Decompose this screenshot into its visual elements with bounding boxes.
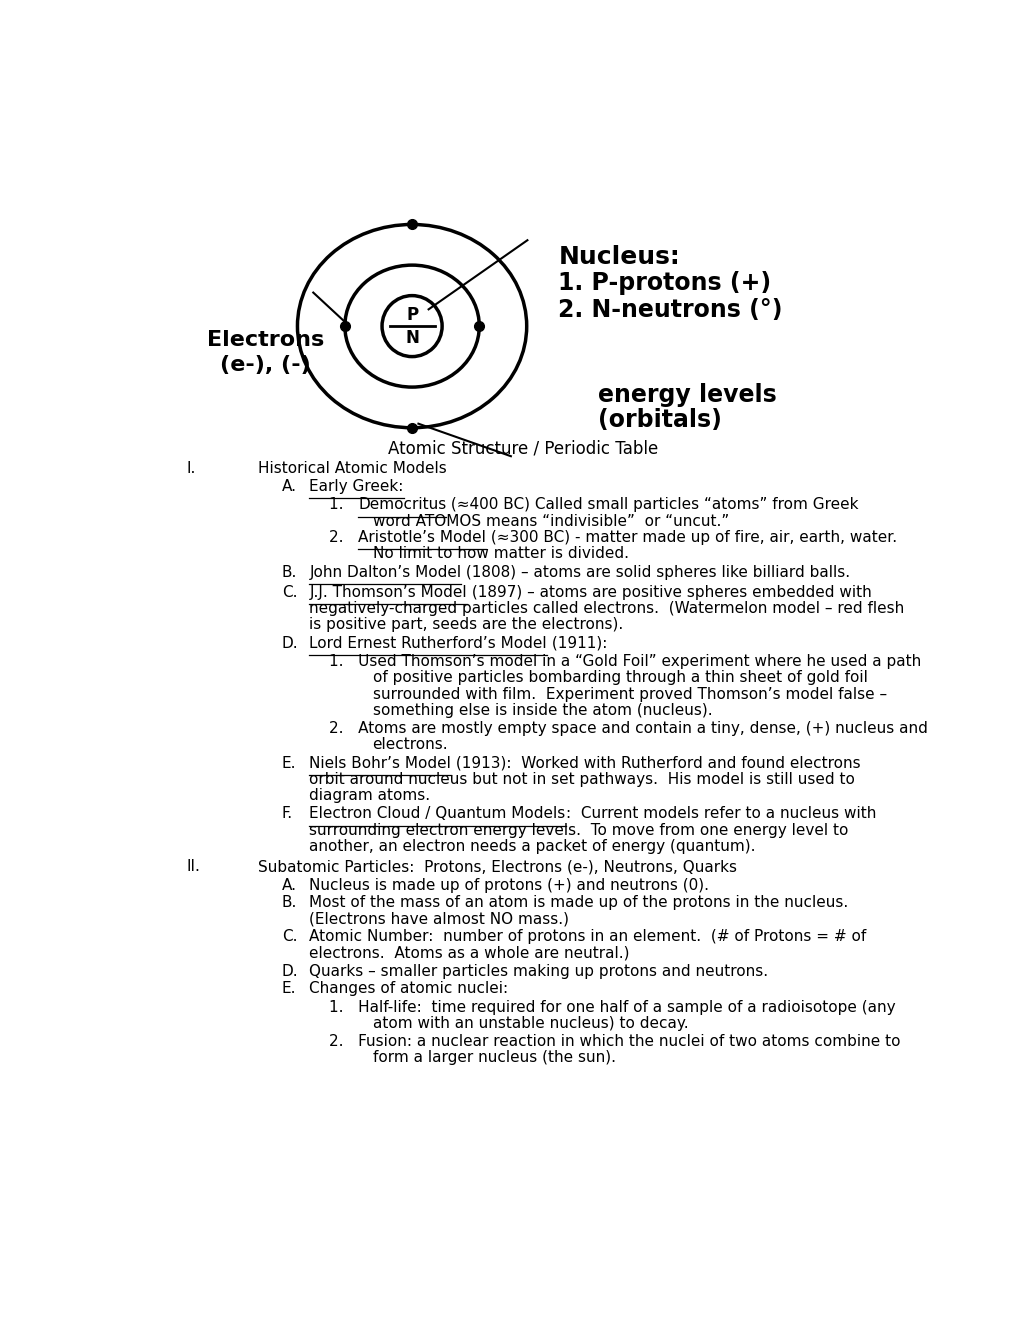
- Text: (Electrons have almost NO mass.): (Electrons have almost NO mass.): [309, 911, 569, 927]
- Text: Lord Ernest Rutherford’s Model: Lord Ernest Rutherford’s Model: [309, 636, 546, 651]
- Text: surrounded with film.  Experiment proved Thomson’s model false –: surrounded with film. Experiment proved …: [372, 686, 886, 701]
- Text: something else is inside the atom (nucleus).: something else is inside the atom (nucle…: [372, 702, 711, 718]
- Text: electrons.: electrons.: [372, 738, 447, 752]
- Text: A.: A.: [281, 878, 297, 892]
- Text: (1808) – atoms are solid spheres like billiard balls.: (1808) – atoms are solid spheres like bi…: [461, 565, 850, 579]
- Text: Quarks – smaller particles making up protons and neutrons.: Quarks – smaller particles making up pro…: [309, 964, 767, 979]
- Text: 2.   Atoms are mostly empty space and contain a tiny, dense, (+) nucleus and: 2. Atoms are mostly empty space and cont…: [329, 721, 927, 737]
- Text: is positive part, seeds are the electrons).: is positive part, seeds are the electron…: [309, 618, 623, 632]
- Text: 1.   Half-life:  time required for one half of a sample of a radioisotope (any: 1. Half-life: time required for one half…: [329, 999, 895, 1015]
- Text: Nucleus:: Nucleus:: [557, 246, 680, 269]
- Text: II.: II.: [186, 859, 201, 874]
- Text: Subatomic Particles:  Protons, Electrons (e-), Neutrons, Quarks: Subatomic Particles: Protons, Electrons …: [258, 859, 736, 874]
- Text: another, an electron needs a packet of energy (quantum).: another, an electron needs a packet of e…: [309, 840, 755, 854]
- Text: 1.   Used Thomson’s model in a “Gold Foil” experiment where he used a path: 1. Used Thomson’s model in a “Gold Foil”…: [329, 653, 920, 669]
- Text: (1897) – atoms are positive spheres embedded with: (1897) – atoms are positive spheres embe…: [467, 585, 871, 599]
- Text: 1. P-protons (+): 1. P-protons (+): [557, 272, 770, 296]
- Text: I.: I.: [186, 461, 196, 477]
- Text: Most of the mass of an atom is made up of the protons in the nucleus.: Most of the mass of an atom is made up o…: [309, 895, 848, 909]
- Text: (e-), (-): (e-), (-): [220, 355, 311, 375]
- Text: Niels Bohr’s Model: Niels Bohr’s Model: [309, 755, 450, 771]
- Text: Changes of atomic nuclei:: Changes of atomic nuclei:: [309, 981, 507, 997]
- Ellipse shape: [382, 296, 441, 356]
- Text: (1911):: (1911):: [546, 636, 606, 651]
- Text: D.: D.: [281, 636, 298, 651]
- Text: Democritus: Democritus: [358, 498, 446, 512]
- Text: F.: F.: [281, 807, 292, 821]
- Text: B.: B.: [281, 565, 297, 579]
- Text: A.: A.: [281, 479, 297, 494]
- Text: No limit to how matter is divided.: No limit to how matter is divided.: [372, 546, 628, 561]
- Text: P: P: [406, 306, 418, 323]
- Text: 2.: 2.: [329, 531, 358, 545]
- Text: atom with an unstable nucleus) to decay.: atom with an unstable nucleus) to decay.: [372, 1016, 688, 1031]
- Text: of positive particles bombarding through a thin sheet of gold foil: of positive particles bombarding through…: [372, 671, 866, 685]
- Text: (≈400 BC) Called small particles “atoms” from Greek: (≈400 BC) Called small particles “atoms”…: [446, 498, 858, 512]
- Text: N: N: [405, 329, 419, 347]
- Text: B.: B.: [281, 895, 297, 909]
- Text: 1.: 1.: [329, 498, 358, 512]
- Text: Historical Atomic Models: Historical Atomic Models: [258, 461, 446, 477]
- Text: John Dalton’s Model: John Dalton’s Model: [309, 565, 461, 579]
- Text: J.J. Thomson’s Model: J.J. Thomson’s Model: [309, 585, 467, 599]
- Text: E.: E.: [281, 981, 296, 997]
- Text: D.: D.: [281, 964, 298, 979]
- Text: Early Greek:: Early Greek:: [309, 479, 404, 494]
- Text: (orbitals): (orbitals): [597, 408, 721, 432]
- Text: diagram atoms.: diagram atoms.: [309, 788, 430, 803]
- Text: surrounding electron energy levels.  To move from one energy level to: surrounding electron energy levels. To m…: [309, 822, 848, 838]
- Text: negatively-charged particles called electrons.  (Watermelon model – red flesh: negatively-charged particles called elec…: [309, 601, 904, 616]
- Text: orbit around nucleus but not in set pathways.  His model is still used to: orbit around nucleus but not in set path…: [309, 772, 854, 787]
- Text: energy levels: energy levels: [597, 383, 775, 408]
- Text: :  Current models refer to a nucleus with: : Current models refer to a nucleus with: [565, 807, 875, 821]
- Text: Atomic Structure / Periodic Table: Atomic Structure / Periodic Table: [387, 440, 657, 457]
- Text: 2.   Fusion: a nuclear reaction in which the nuclei of two atoms combine to: 2. Fusion: a nuclear reaction in which t…: [329, 1034, 900, 1049]
- Text: C.: C.: [281, 929, 297, 945]
- Text: Electron Cloud / Quantum Models: Electron Cloud / Quantum Models: [309, 807, 565, 821]
- Text: electrons.  Atoms as a whole are neutral.): electrons. Atoms as a whole are neutral.…: [309, 945, 629, 961]
- Text: Atomic Number:  number of protons in an element.  (# of Protons = # of: Atomic Number: number of protons in an e…: [309, 929, 866, 945]
- Text: 2. N-neutrons (°): 2. N-neutrons (°): [557, 298, 782, 322]
- Text: C.: C.: [281, 585, 297, 599]
- Text: (≈300 BC) - matter made up of fire, air, earth, water.: (≈300 BC) - matter made up of fire, air,…: [486, 531, 897, 545]
- Text: (1913):  Worked with Rutherford and found electrons: (1913): Worked with Rutherford and found…: [450, 755, 860, 771]
- Text: E.: E.: [281, 755, 296, 771]
- Text: form a larger nucleus (the sun).: form a larger nucleus (the sun).: [372, 1051, 614, 1065]
- Text: Nucleus is made up of protons (+) and neutrons (0).: Nucleus is made up of protons (+) and ne…: [309, 878, 708, 892]
- Text: word ATOMOS means “indivisible”  or “uncut.”: word ATOMOS means “indivisible” or “uncu…: [372, 513, 729, 529]
- Text: Electrons: Electrons: [207, 330, 324, 350]
- Text: Aristotle’s Model: Aristotle’s Model: [358, 531, 486, 545]
